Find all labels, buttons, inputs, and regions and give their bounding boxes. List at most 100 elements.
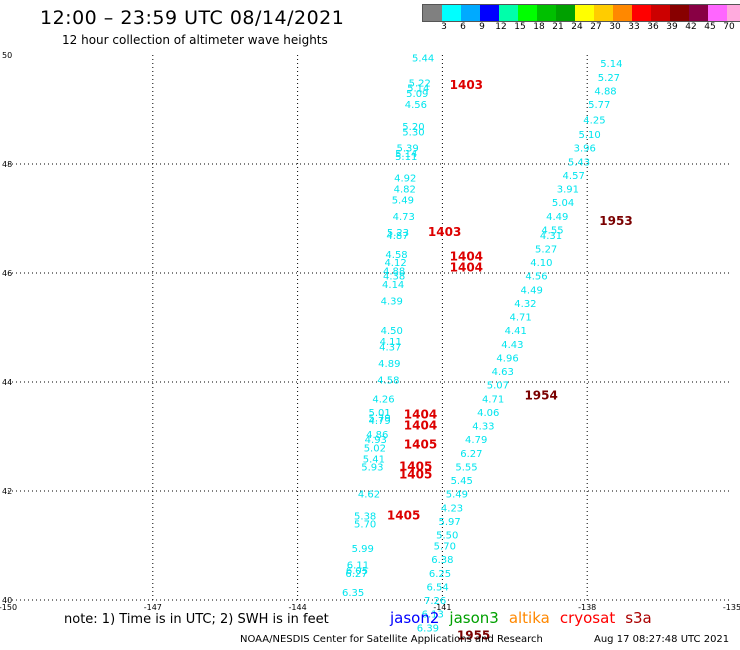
y-tick-label: 50	[2, 51, 12, 60]
wave-height-value: 5.39	[397, 144, 419, 155]
wave-height-value: 5.27	[598, 73, 620, 84]
legend-label: 15	[514, 22, 526, 32]
wave-height-value: 5.14	[407, 84, 429, 95]
wave-height-value: 4.50	[381, 326, 403, 337]
wave-height-value: 4.73	[393, 212, 415, 223]
y-tick-label: 48	[2, 160, 12, 169]
credit-text: NOAA/NESDIS Center for Satellite Applica…	[240, 634, 543, 645]
pass-time-label: 1954	[524, 389, 557, 403]
wave-height-value: 4.37	[379, 343, 401, 354]
wave-height-value: 5.07	[487, 381, 509, 392]
pass-time-label: 1404	[450, 261, 483, 275]
x-tick-label: -135	[723, 603, 740, 612]
wave-height-value: 4.58	[385, 250, 407, 261]
wave-height-value: 4.26	[372, 394, 394, 405]
wave-height-value: 5.14	[600, 59, 622, 70]
wave-height-value: 4.25	[583, 115, 605, 126]
legend-swatch	[689, 5, 708, 21]
wave-height-value: 5.20	[402, 122, 424, 133]
legend-label: 18	[533, 22, 545, 32]
wave-height-value: 4.56	[525, 272, 547, 283]
wave-height-value: 5.70	[434, 542, 456, 553]
legend-swatch	[670, 5, 689, 21]
x-tick-label: -150	[0, 603, 17, 612]
legend-label: 3	[441, 22, 447, 32]
legend-label: 6	[460, 22, 466, 32]
chart-title: 12:00 – 23:59 UTC 08/14/2021	[40, 7, 345, 29]
legend-swatch	[556, 5, 575, 21]
wave-height-value: 6.25	[429, 569, 451, 580]
wave-height-value: 5.43	[568, 157, 590, 168]
wave-height-value: 5.11	[395, 152, 417, 163]
wave-height-value: 4.49	[546, 212, 568, 223]
satellite-legend: jason2 jason3 altika cryosat s3a	[390, 609, 662, 627]
legend-swatch	[480, 5, 499, 21]
wave-height-value: 6.27	[345, 569, 367, 580]
wave-height-value: 4.31	[540, 231, 562, 242]
wave-height-value: 5.93	[361, 462, 383, 473]
wave-height-value: 5.77	[588, 100, 610, 111]
pass-time-label: 1953	[599, 214, 632, 228]
legend-label: 70	[723, 22, 735, 32]
legend-label: 42	[685, 22, 697, 32]
wave-height-value: 6.38	[431, 555, 453, 566]
wave-height-value: 5.10	[578, 130, 600, 141]
wave-height-value: 6.27	[460, 449, 482, 460]
wave-height-value: 3.96	[574, 144, 596, 155]
pass-time-label: 1404	[404, 408, 437, 422]
wave-height-value: 6.39	[417, 623, 439, 634]
wave-height-value: 5.14	[395, 149, 417, 160]
wave-height-value: 5.97	[439, 517, 461, 528]
legend-swatch	[632, 5, 651, 21]
wave-height-value: 4.86	[366, 430, 388, 441]
wave-height-value: 4.79	[465, 435, 487, 446]
legend-swatch	[594, 5, 613, 21]
wave-height-value: 4.38	[383, 272, 405, 283]
footer-note: note: 1) Time is in UTC; 2) SWH is in fe…	[64, 612, 329, 627]
wave-height-value: 4.79	[369, 416, 391, 427]
legend-label: 27	[590, 22, 602, 32]
wave-height-value: 5.04	[552, 198, 574, 209]
legend-swatch	[499, 5, 518, 21]
legend-swatch	[727, 5, 740, 21]
wave-height-value: 5.01	[369, 408, 391, 419]
wave-height-value: 6.11	[347, 561, 369, 572]
x-tick-label: -147	[144, 603, 162, 612]
satellite-label: jason2	[390, 609, 440, 627]
legend-swatch	[537, 5, 556, 21]
wave-height-value: 4.82	[394, 185, 416, 196]
wave-height-value: 4.39	[381, 296, 403, 307]
legend-label: 9	[479, 22, 485, 32]
satellite-label: altika	[508, 609, 550, 627]
pass-time-label: 1405	[399, 459, 432, 473]
wave-height-value: 6.35	[342, 588, 364, 599]
wave-height-value: 4.11	[380, 337, 402, 348]
wave-height-value: 4.06	[477, 408, 499, 419]
legend-label: 36	[647, 22, 659, 32]
wave-height-value: 5.41	[363, 454, 385, 465]
wave-height-value: 5.79	[369, 413, 391, 424]
wave-height-value: 5.49	[446, 490, 468, 501]
legend-swatch	[708, 5, 727, 21]
legend-swatch	[461, 5, 480, 21]
x-tick-label: -144	[289, 603, 307, 612]
pass-time-label: 1403	[450, 78, 483, 92]
legend-swatch	[518, 5, 537, 21]
wave-height-value: 4.63	[492, 367, 514, 378]
wave-height-value: 5.49	[392, 195, 414, 206]
wave-height-value: 5.23	[387, 228, 409, 239]
wave-height-value: 5.45	[451, 476, 473, 487]
wave-height-value: 4.41	[505, 326, 527, 337]
wave-height-value: 5.22	[409, 78, 431, 89]
wave-height-value: 4.96	[496, 353, 518, 364]
legend-label: 30	[609, 22, 621, 32]
x-tick-label: -141	[433, 603, 451, 612]
wave-height-value: 5.55	[455, 462, 477, 473]
pass-time-label: 1405	[404, 438, 437, 452]
x-tick-label: -138	[578, 603, 596, 612]
pass-time-label: 1404	[450, 250, 483, 264]
wave-height-value: 5.50	[436, 531, 458, 542]
legend-swatch	[423, 5, 442, 21]
